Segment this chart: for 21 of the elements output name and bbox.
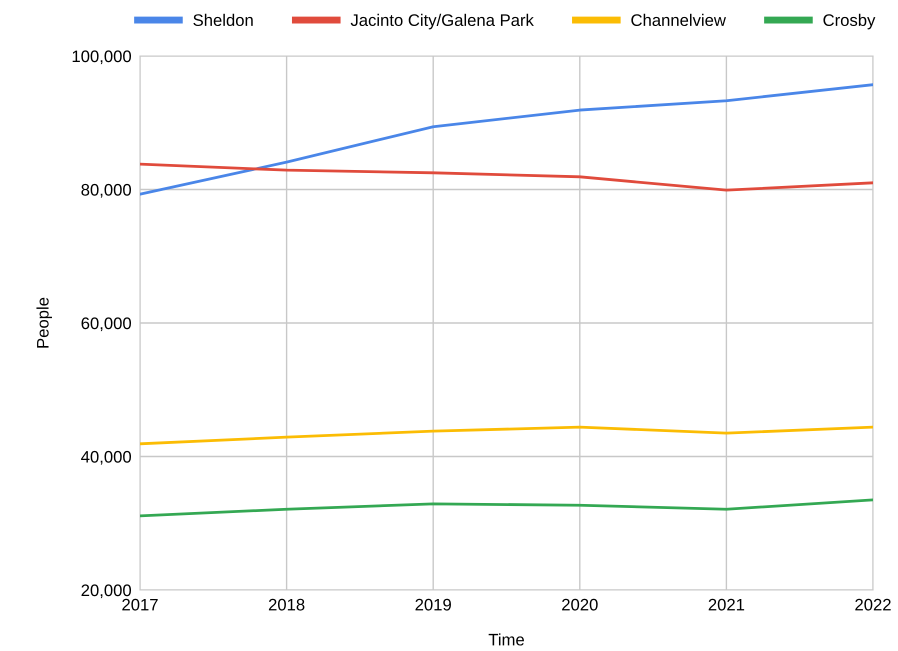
x-tick-label: 2022 (855, 598, 891, 611)
line-series (140, 426, 873, 446)
legend-label: Sheldon (193, 14, 253, 26)
x-tick-label: 2020 (562, 598, 598, 611)
line-series (140, 498, 873, 518)
y-tick-label: 60,000 (82, 317, 132, 332)
x-tick-label: 2018 (268, 598, 304, 611)
line-series (140, 83, 873, 196)
y-axis-title: People (36, 298, 52, 348)
legend-label: Jacinto City/Galena Park (350, 14, 534, 30)
legend-label: Channelview (631, 14, 726, 26)
x-tick-label: 2019 (416, 598, 451, 611)
y-tick-label: 80,000 (81, 184, 132, 198)
legend-label: Crosby (823, 14, 876, 30)
x-axis-title: Time (488, 633, 524, 646)
y-tick-label: 100,000 (72, 50, 132, 64)
x-tick-label: 2021 (708, 598, 744, 611)
x-tick-label: 2017 (122, 598, 158, 611)
y-tick-label: 40,000 (81, 450, 132, 465)
line-series (140, 162, 873, 192)
y-tick-label: 20,000 (82, 584, 132, 598)
